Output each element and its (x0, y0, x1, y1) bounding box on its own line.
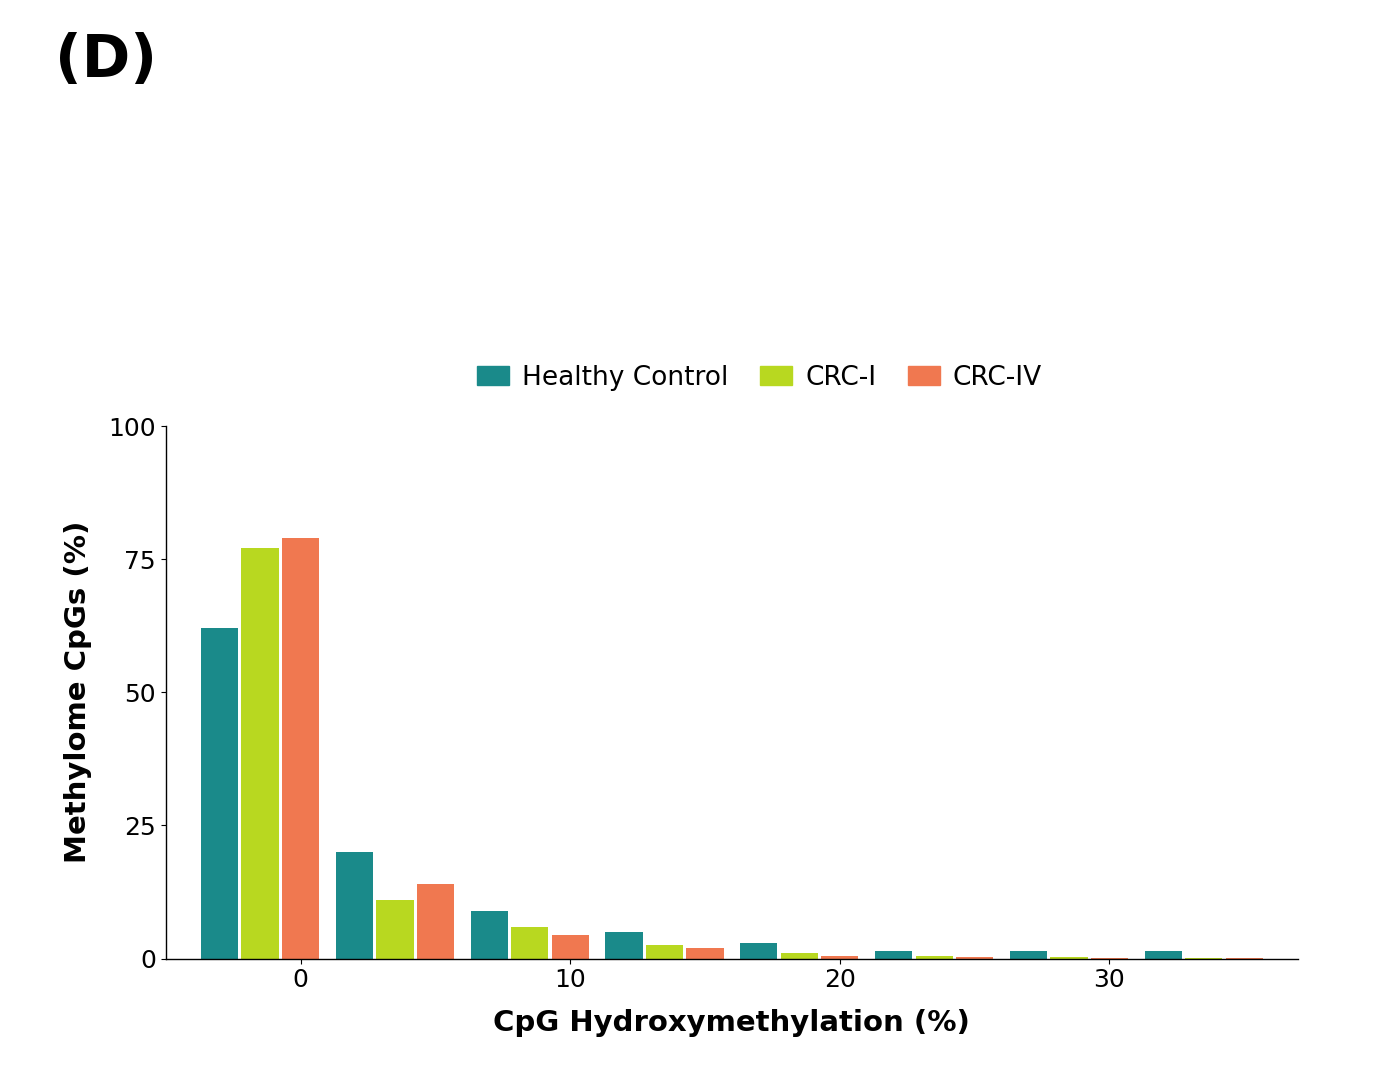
Bar (956, 957, 993, 959)
Bar (646, 946, 684, 958)
X-axis label: CpG Hydroxymethylation (%): CpG Hydroxymethylation (%) (493, 1009, 971, 1037)
Bar (1051, 957, 1088, 959)
Bar (417, 884, 454, 958)
Bar (511, 927, 548, 958)
Bar (605, 932, 642, 958)
Bar (686, 948, 724, 958)
Bar (242, 548, 279, 958)
Bar (336, 852, 373, 958)
Bar (1145, 950, 1182, 958)
Bar (740, 943, 778, 958)
Bar (282, 538, 319, 958)
Bar (376, 900, 413, 958)
Bar (202, 628, 239, 958)
Bar (471, 911, 508, 958)
Bar (780, 953, 818, 959)
Bar (822, 956, 859, 958)
Bar (876, 950, 913, 958)
Text: (D): (D) (55, 32, 157, 89)
Bar (916, 956, 953, 958)
Bar (551, 935, 588, 959)
Y-axis label: Methylome CpGs (%): Methylome CpGs (%) (64, 521, 91, 864)
Legend: Healthy Control, CRC-I, CRC-IV: Healthy Control, CRC-I, CRC-IV (467, 354, 1052, 402)
Bar (1010, 950, 1047, 958)
